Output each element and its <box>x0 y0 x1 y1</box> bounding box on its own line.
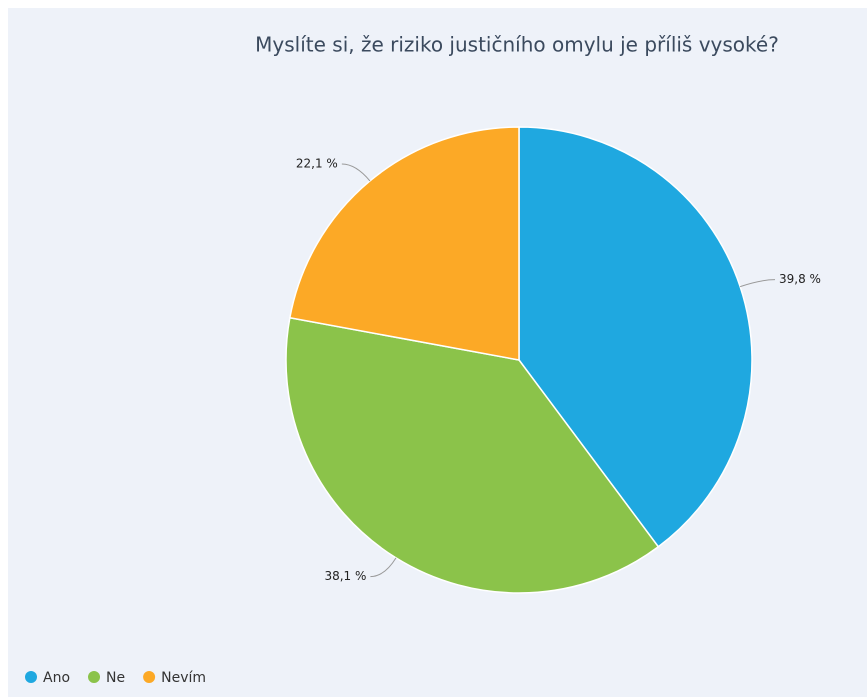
legend-marker <box>88 671 101 683</box>
data-label: 22,1 % <box>296 157 338 171</box>
pie-slice <box>518 126 753 548</box>
legend-label: Ano <box>43 670 70 686</box>
legend-label: Ne <box>106 670 125 686</box>
chart-title: Myslíte si, že riziko justičního omylu j… <box>255 33 779 57</box>
data-label: 39,8 % <box>779 272 821 286</box>
leader-line <box>370 557 397 578</box>
leader-line <box>739 279 776 288</box>
data-label: 38,1 % <box>324 569 366 583</box>
legend-label: Nevím <box>161 670 206 686</box>
legend-marker <box>25 671 37 683</box>
leader-line <box>341 163 371 182</box>
legend-marker <box>143 671 156 683</box>
